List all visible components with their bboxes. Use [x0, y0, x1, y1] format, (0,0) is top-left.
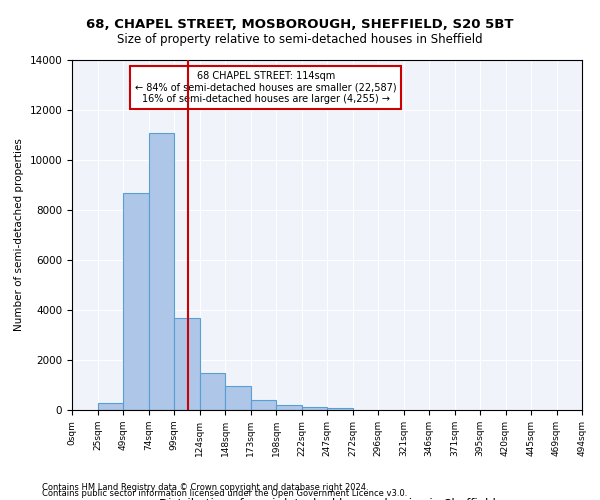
Bar [251, 400, 276, 410]
X-axis label: Distribution of semi-detached houses by size in Sheffield: Distribution of semi-detached houses by … [158, 498, 496, 500]
Bar [149, 132, 174, 410]
Bar [199, 372, 225, 410]
Text: Contains public sector information licensed under the Open Government Licence v3: Contains public sector information licen… [42, 490, 407, 498]
Bar [225, 386, 251, 410]
Text: 68 CHAPEL STREET: 114sqm
← 84% of semi-detached houses are smaller (22,587)
16% : 68 CHAPEL STREET: 114sqm ← 84% of semi-d… [135, 70, 397, 104]
Bar [97, 402, 123, 410]
Bar [174, 318, 199, 410]
Bar [327, 408, 353, 410]
Y-axis label: Number of semi-detached properties: Number of semi-detached properties [14, 138, 24, 332]
Text: Contains HM Land Registry data © Crown copyright and database right 2024.: Contains HM Land Registry data © Crown c… [42, 484, 368, 492]
Bar [276, 404, 302, 410]
Text: 68, CHAPEL STREET, MOSBOROUGH, SHEFFIELD, S20 5BT: 68, CHAPEL STREET, MOSBOROUGH, SHEFFIELD… [86, 18, 514, 30]
Text: Size of property relative to semi-detached houses in Sheffield: Size of property relative to semi-detach… [117, 32, 483, 46]
Bar [302, 407, 327, 410]
Bar [123, 192, 149, 410]
